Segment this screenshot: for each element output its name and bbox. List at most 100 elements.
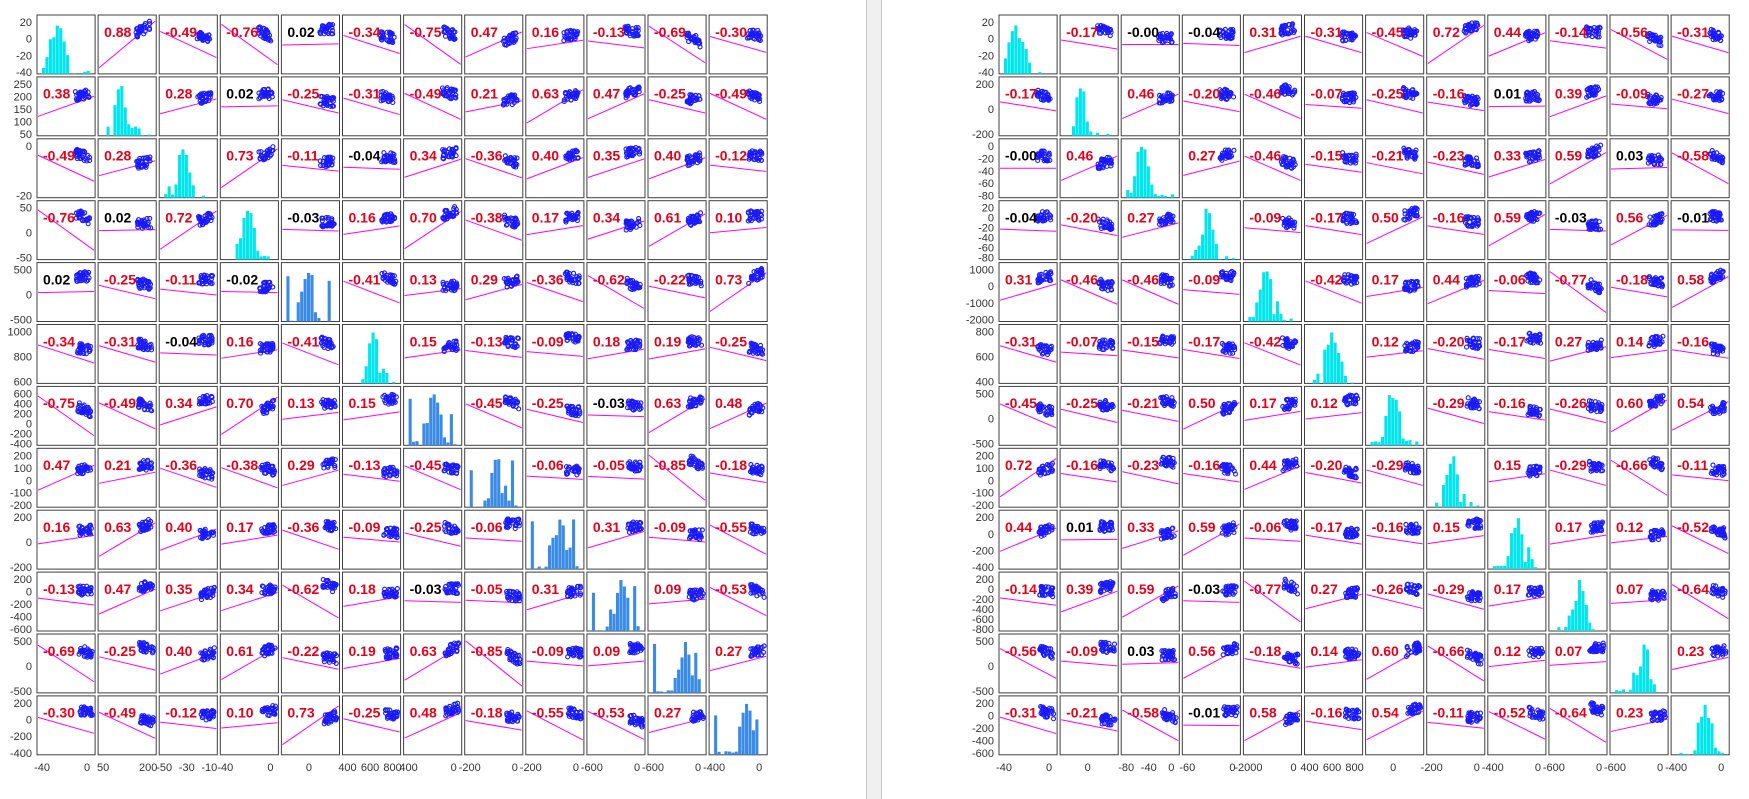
scatter-point [323, 26, 330, 32]
panel-r6-c3: -0.04 [158, 324, 218, 384]
scatter-point [693, 213, 699, 219]
scatter-point [75, 147, 81, 153]
scatter-point [511, 39, 517, 45]
correlation-label: -0.04 [349, 148, 381, 164]
scatter-point [695, 219, 701, 225]
scatter-point [629, 222, 635, 228]
x-tick-label: -40 [34, 762, 50, 774]
y-tick-label: 500 [14, 265, 32, 277]
fit-line [343, 166, 400, 170]
panel-r2-c10: 0.47 [586, 76, 646, 137]
fit-line [159, 31, 217, 58]
correlation-label: 0.47 [593, 86, 620, 102]
panel-r8-c2: 0.21 [97, 447, 157, 508]
scatter-point [756, 155, 762, 161]
correlation-label: -0.36 [471, 148, 503, 164]
histogram-bar [293, 320, 297, 322]
scatter-point [634, 86, 640, 92]
correlation-label: -0.38 [471, 209, 503, 225]
correlation-label: -0.76 [43, 209, 75, 225]
panel-r12-c3: -0.12 [158, 695, 218, 756]
panel-r12-c8: -0.18 [464, 695, 524, 756]
histogram-bar [303, 279, 307, 322]
scatter-point [201, 220, 207, 226]
y-tick-label: 150 [14, 104, 32, 116]
scatter-point [381, 212, 387, 218]
correlation-label: -0.53 [715, 581, 747, 597]
histogram-bar [59, 28, 63, 74]
x-tick-label: 0 [756, 762, 762, 774]
scatter-point [74, 152, 80, 158]
panel-r1-c9: 0.44 [1487, 14, 1547, 75]
correlation-label: -0.85 [471, 643, 503, 659]
scatter-point [625, 23, 631, 30]
scatter-point [330, 103, 336, 109]
scatter-point [83, 87, 89, 93]
histogram-bar [1028, 62, 1032, 74]
correlation-label: 0.63 [654, 395, 681, 411]
x-tick-label: -600 [642, 762, 664, 774]
panel-r1-c2: -0.17 [1059, 14, 1119, 75]
y-tick-label: -20 [16, 50, 32, 62]
correlation-label: 0.19 [349, 643, 376, 659]
panel-r9-c1: 0.16 [36, 509, 96, 570]
scatter-point [513, 97, 519, 103]
correlation-label: -0.09 [532, 333, 564, 349]
y-tick-label: -200 [10, 500, 32, 512]
scatter-point [758, 150, 764, 156]
correlation-label: -0.38 [226, 457, 258, 473]
histogram-bar [690, 675, 694, 693]
panel-r7-c9: -0.25 [525, 385, 585, 446]
panel-r2-c2 [97, 76, 157, 137]
histogram-bar [116, 89, 120, 136]
panel-r2-c7: -0.49 [403, 76, 463, 137]
scatter-point [318, 162, 324, 169]
correlation-label: -0.03 [410, 581, 442, 597]
histogram-bar [633, 586, 637, 631]
scatter-point [572, 93, 578, 99]
scatter-point [508, 93, 514, 99]
histogram-bar [442, 437, 447, 446]
y-tick-label: 0 [26, 141, 32, 153]
panel-r1-c4: -0.04 [1181, 14, 1241, 75]
panel-r8-c6: -0.13 [342, 447, 402, 508]
histogram-bar [188, 172, 192, 198]
panel-r3-c10: 0.35 [586, 138, 646, 199]
panel-r6-c8: -0.13 [464, 324, 524, 384]
correlation-label: -0.25 [104, 271, 136, 287]
y-tick-label: -500 [10, 686, 32, 698]
y-tick-label: 0 [26, 537, 32, 549]
panel-r7-c3: 0.34 [158, 385, 218, 446]
correlation-label: -0.25 [104, 643, 136, 659]
y-tick-label: -400 [10, 438, 32, 450]
scatter-point [514, 222, 520, 228]
panel-r2-c6: -0.31 [342, 76, 402, 137]
scatter-point [563, 217, 569, 223]
scatter-point [320, 163, 326, 169]
correlation-label: -0.11 [165, 271, 196, 287]
histogram-bar [602, 630, 606, 631]
scatter-point [196, 32, 202, 38]
histogram-bar [717, 751, 721, 755]
histogram-bar [738, 726, 742, 755]
y-tick-label: 50 [20, 129, 32, 141]
correlation-label: 0.38 [43, 86, 70, 102]
panel-r4-c10: 0.34 [586, 200, 646, 261]
correlation-label: -0.49 [165, 24, 197, 40]
scatter-point [445, 213, 451, 220]
scatter-point [76, 94, 82, 101]
histogram-bar [52, 37, 56, 74]
panel-r1-c2: 0.88 [97, 14, 157, 75]
fit-line [648, 99, 706, 114]
correlation-label: 0.10 [715, 209, 742, 225]
correlation-label: 0.02 [104, 209, 131, 225]
scatter-point [573, 32, 579, 38]
scatter-point [637, 149, 643, 155]
correlation-label: -0.62 [287, 581, 319, 597]
correlation-label: -0.49 [43, 148, 75, 164]
histogram-bar [572, 519, 576, 570]
histogram-bar [140, 135, 144, 136]
panel-r10-c8: -0.05 [464, 571, 524, 632]
correlation-label: -0.34 [349, 24, 381, 40]
